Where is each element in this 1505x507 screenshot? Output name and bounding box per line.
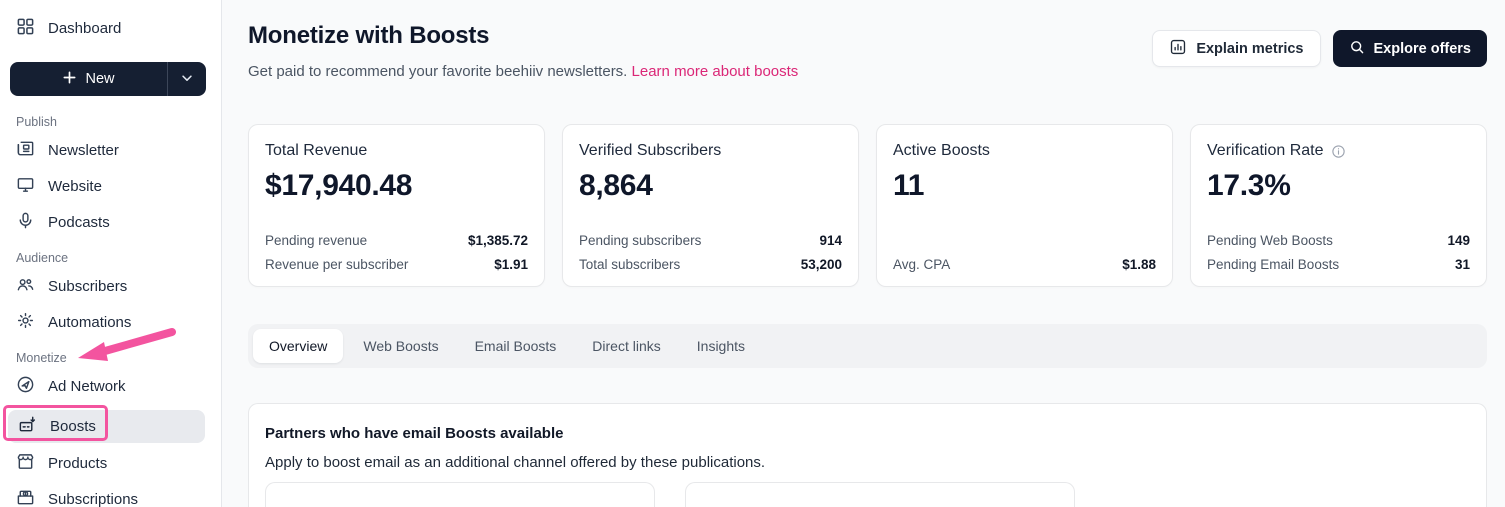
info-icon[interactable]: [1331, 144, 1346, 159]
newsletter-icon: [16, 139, 35, 162]
sidebar-item-boosts[interactable]: Boosts: [8, 410, 205, 443]
stat-title: Total Revenue: [265, 142, 368, 159]
microphone-icon: [16, 211, 35, 234]
sidebar-item-label: Products: [48, 454, 108, 472]
section-label-publish: Publish: [16, 115, 57, 129]
search-icon: [1349, 39, 1365, 59]
tab-direct-links[interactable]: Direct links: [576, 329, 676, 363]
partner-card[interactable]: [685, 482, 1075, 507]
section-label-audience: Audience: [16, 251, 69, 265]
boosts-icon: [18, 415, 37, 438]
stat-value: 11: [893, 169, 925, 202]
subscriptions-icon: [16, 488, 35, 507]
sidebar-item-website[interactable]: Website: [16, 174, 205, 198]
stat-value: 8,864: [579, 169, 653, 202]
tab-email-boosts[interactable]: Email Boosts: [459, 329, 573, 363]
stats-row: Total Revenue $17,940.48 Pending revenue…: [248, 124, 1487, 287]
stat-card-total-revenue: Total Revenue $17,940.48 Pending revenue…: [248, 124, 545, 287]
learn-more-link[interactable]: Learn more about boosts: [631, 63, 799, 80]
partners-title: Partners who have email Boosts available: [265, 425, 564, 442]
monitor-icon: [16, 175, 35, 198]
stat-card-verification-rate: Verification Rate 17.3% Pending Web Boos…: [1190, 124, 1487, 287]
chevron-down-icon: [180, 71, 194, 88]
stat-title: Active Boosts: [893, 142, 990, 159]
page-title: Monetize with Boosts: [248, 22, 490, 49]
sidebar-item-podcasts[interactable]: Podcasts: [16, 210, 205, 234]
partner-card[interactable]: [265, 482, 655, 507]
sidebar-item-newsletter[interactable]: Newsletter: [16, 138, 205, 162]
new-dropdown-button[interactable]: [167, 62, 206, 96]
tab-overview[interactable]: Overview: [253, 329, 344, 363]
ad-network-icon: [16, 375, 35, 398]
sidebar-item-label: Ad Network: [48, 377, 126, 395]
sidebar-item-subscriptions[interactable]: Subscriptions: [16, 487, 205, 507]
explore-offers-button[interactable]: Explore offers: [1332, 30, 1487, 67]
page-header: Monetize with Boosts Get paid to recomme…: [248, 22, 1487, 80]
stat-value: 17.3%: [1207, 169, 1291, 202]
main-content: Monetize with Boosts Get paid to recomme…: [222, 0, 1505, 507]
stat-subrow: Avg. CPA $1.88: [893, 257, 1156, 272]
bar-chart-icon: [1169, 38, 1187, 60]
explain-metrics-button[interactable]: Explain metrics: [1152, 30, 1321, 67]
sidebar: Dashboard New Publish: [0, 0, 222, 507]
sidebar-item-label: Dashboard: [48, 19, 122, 37]
sidebar-item-label: Newsletter: [48, 141, 119, 159]
section-label-monetize: Monetize: [16, 351, 67, 365]
boosts-tabstrip: Overview Web Boosts Email Boosts Direct …: [248, 324, 1487, 368]
sidebar-item-label: Automations: [48, 313, 132, 331]
stat-subrow: Pending subscribers 914: [579, 233, 842, 248]
sidebar-item-automations[interactable]: Automations: [16, 310, 205, 334]
stat-subrow: Total subscribers 53,200: [579, 257, 842, 272]
stat-card-verified-subscribers: Verified Subscribers 8,864 Pending subsc…: [562, 124, 859, 287]
sidebar-item-dashboard[interactable]: Dashboard: [16, 16, 205, 40]
sidebar-item-products[interactable]: Products: [16, 451, 205, 475]
sidebar-item-label: Boosts: [50, 418, 96, 435]
tab-insights[interactable]: Insights: [681, 329, 761, 363]
sidebar-item-label: Website: [48, 177, 102, 195]
stat-title: Verification Rate: [1207, 142, 1324, 159]
users-icon: [16, 275, 35, 298]
stat-title: Verified Subscribers: [579, 142, 722, 159]
storefront-icon: [16, 452, 35, 475]
sidebar-item-ad-network[interactable]: Ad Network: [16, 374, 205, 398]
stat-card-active-boosts: Active Boosts 11 Avg. CPA $1.88: [876, 124, 1173, 287]
new-button[interactable]: New: [10, 62, 167, 96]
stat-subrow: Pending revenue $1,385.72: [265, 233, 528, 248]
dashboard-grid-icon: [16, 17, 35, 40]
new-split-button: New: [10, 62, 206, 96]
partners-panel: Partners who have email Boosts available…: [248, 403, 1487, 507]
sidebar-item-label: Podcasts: [48, 213, 110, 231]
stat-value: $17,940.48: [265, 169, 413, 202]
partners-description: Apply to boost email as an additional ch…: [265, 454, 766, 471]
page-subtitle: Get paid to recommend your favorite beeh…: [248, 63, 799, 80]
stat-subrow: Revenue per subscriber $1.91: [265, 257, 528, 272]
partners-grid: [265, 482, 1470, 507]
tab-web-boosts[interactable]: Web Boosts: [347, 329, 454, 363]
sidebar-item-subscribers[interactable]: Subscribers: [16, 274, 205, 298]
sidebar-item-label: Subscribers: [48, 277, 128, 295]
plus-icon: [62, 70, 77, 89]
stat-subrow: Pending Web Boosts 149: [1207, 233, 1470, 248]
gear-icon: [16, 311, 35, 334]
sidebar-item-label: Subscriptions: [48, 490, 139, 507]
stat-subrow: Pending Email Boosts 31: [1207, 257, 1470, 272]
